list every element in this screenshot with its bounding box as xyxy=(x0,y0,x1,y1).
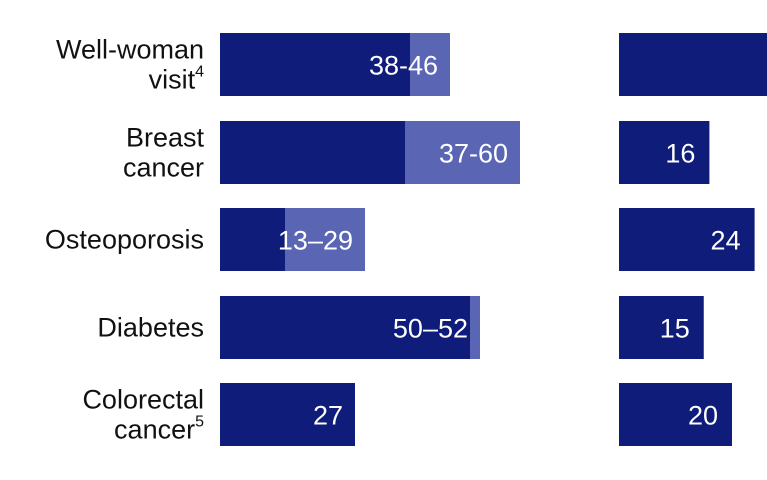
right-value-label: 24 xyxy=(711,226,741,256)
right-bar xyxy=(619,383,732,446)
range-value-label: 38-46 xyxy=(369,51,438,81)
range-value-label: 37-60 xyxy=(439,139,508,169)
range-value-label: 13–29 xyxy=(278,226,353,256)
category-label-superscript: 4 xyxy=(195,64,204,81)
range-bar-low xyxy=(220,33,410,96)
right-value-label: 20 xyxy=(688,401,718,431)
range-bar-low xyxy=(220,208,285,271)
category-label: Breast xyxy=(126,123,205,153)
category-label: Colorectal xyxy=(82,385,204,415)
range-value-label: 27 xyxy=(313,401,343,431)
category-label: visit4 xyxy=(149,64,205,95)
category-label: Well-woman xyxy=(56,35,204,65)
right-bar xyxy=(619,208,755,271)
range-bar-low xyxy=(220,383,355,446)
range-bar-low xyxy=(220,296,470,359)
right-value-label: 16 xyxy=(665,139,695,169)
right-bar xyxy=(619,33,767,96)
right-bar xyxy=(619,296,704,359)
category-label: Osteoporosis xyxy=(45,225,204,255)
range-value-label: 50–52 xyxy=(393,314,468,344)
category-label-superscript: 5 xyxy=(195,414,204,431)
range-bar-low xyxy=(220,121,405,184)
right-bar xyxy=(619,121,710,184)
category-label: cancer5 xyxy=(114,414,204,445)
right-value-label: 15 xyxy=(660,314,690,344)
category-label: Diabetes xyxy=(97,313,204,343)
category-label: cancer xyxy=(123,153,204,183)
